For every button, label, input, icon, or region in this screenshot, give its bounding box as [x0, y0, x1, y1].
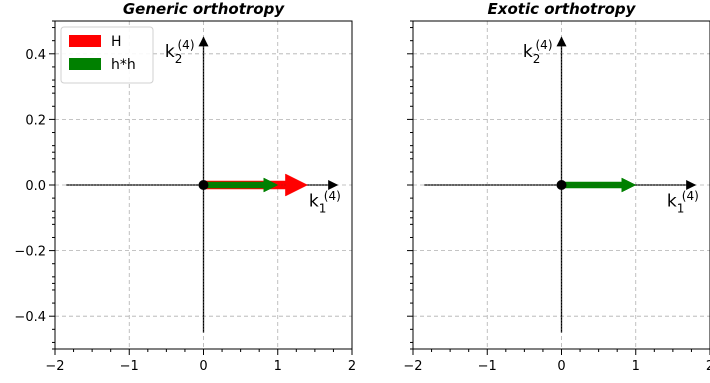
chart-panel-2: k1(4)k2(4)−2−1012Exotic orthotropy — [403, 0, 710, 374]
k2-axis-label-sub: 2 — [533, 52, 541, 66]
x-tick-label: 2 — [706, 359, 710, 374]
k2-axis-label-sup: (4) — [536, 38, 553, 52]
chart-title: Generic orthotropy — [123, 0, 285, 18]
k2-axis-label-sub: 2 — [175, 52, 183, 66]
x-tick-label: −2 — [45, 359, 64, 374]
y-tick-label: 0.0 — [25, 179, 46, 194]
x-tick-label: −2 — [403, 359, 422, 374]
legend-swatch-1 — [69, 58, 101, 70]
k1-axis-label-sup: (4) — [682, 189, 699, 203]
k2-axis-label: k2 — [523, 42, 541, 66]
origin-point — [198, 180, 209, 190]
x-tick-label: 0 — [557, 359, 565, 374]
k1-axis-label-base: k — [667, 191, 677, 211]
y-tick-label: 0.4 — [25, 48, 46, 63]
k2-axis-label-sup: (4) — [178, 38, 195, 52]
k1-axis-label-base: k — [309, 191, 319, 211]
k2-axis-label-base: k — [523, 42, 533, 62]
legend-label-1: h*h — [111, 57, 136, 73]
chart-title: Exotic orthotropy — [488, 0, 637, 18]
x-tick-label: 2 — [348, 359, 356, 374]
x-tick-label: 1 — [274, 359, 282, 374]
y-tick-label: −0.4 — [14, 310, 46, 325]
legend: Hh*h — [60, 26, 154, 84]
k1-axis-label-sub: 1 — [319, 201, 327, 215]
k1-axis-label-sub: 1 — [677, 201, 685, 215]
chart-panel-1: k1(4)k2(4)−2 −1 0 1 2−0.4−0.20.00.20.4Generi… — [14, 0, 356, 374]
y-tick-label: 0.2 — [25, 113, 46, 128]
vector-hxh — [561, 177, 637, 193]
y-tick-label: −0.2 — [14, 245, 46, 260]
k1-axis-label: k1 — [667, 191, 685, 215]
x-tick-label: −1 — [120, 359, 139, 374]
k2-axis-label: k2 — [165, 42, 183, 66]
vector-hxh — [203, 177, 279, 193]
x-tick-label: 1 — [632, 359, 640, 374]
legend-label-0: H — [111, 34, 122, 50]
k2-axis-label-base: k — [165, 42, 175, 62]
x-tick-label: −1 — [478, 359, 497, 374]
legend-swatch-0 — [69, 35, 101, 47]
x-tick-label: 0 — [199, 359, 207, 374]
k1-axis-label: k1 — [309, 191, 327, 215]
origin-point — [556, 180, 567, 190]
k1-axis-label-sup: (4) — [324, 189, 341, 203]
